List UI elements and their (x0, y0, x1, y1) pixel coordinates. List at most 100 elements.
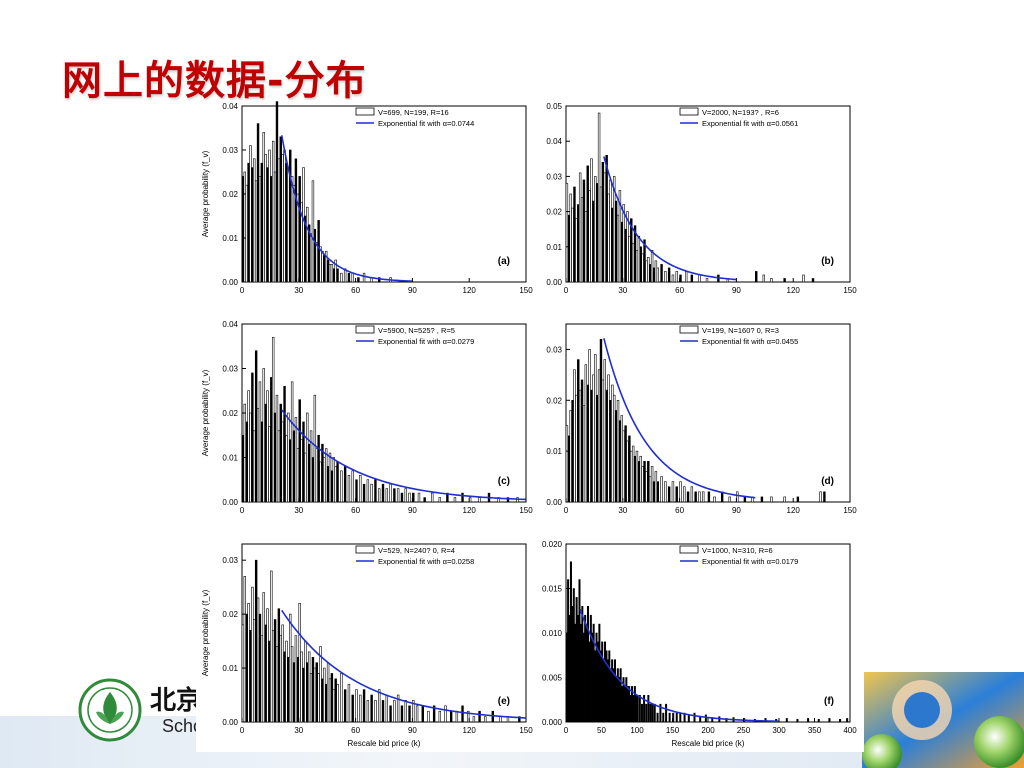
histogram-bar (412, 492, 415, 503)
x-tick-label: 90 (408, 726, 417, 735)
histogram-bar (340, 272, 343, 283)
y-tick-label: 0.00 (222, 498, 238, 507)
panel-label: (f) (824, 696, 834, 707)
histogram-bar (499, 716, 502, 723)
histogram-bar (472, 716, 476, 723)
y-axis-label: Average probability (f_v) (201, 369, 210, 456)
histogram-bar (385, 694, 388, 723)
histogram-bar (366, 479, 370, 503)
y-tick-label: 0.010 (542, 629, 563, 638)
slide-title: 网上的数据-分布 (62, 58, 367, 104)
histogram-bar (478, 710, 481, 723)
histogram-bar (423, 497, 426, 503)
histogram-bar (698, 274, 701, 283)
y-tick-label: 0.03 (222, 146, 238, 155)
x-tick-label: 400 (843, 726, 857, 735)
histogram-bar (281, 624, 284, 723)
histogram-bar (408, 705, 411, 723)
legend-bar-swatch (355, 325, 375, 334)
histogram-bar (438, 710, 442, 723)
histogram-bar (260, 162, 264, 283)
histogram-bar (359, 694, 362, 723)
histogram-bar (819, 491, 822, 503)
histogram-bar (254, 350, 258, 503)
histogram-bar (624, 228, 627, 283)
y-tick-label: 0.00 (546, 278, 562, 287)
histogram-bar (728, 496, 731, 503)
x-tick-label: 350 (808, 726, 822, 735)
histogram-bar (298, 399, 301, 503)
x-tick-label: 90 (732, 286, 741, 295)
x-tick-label: 150 (666, 726, 680, 735)
histogram-bar (569, 410, 572, 503)
histogram-bar (264, 624, 267, 723)
histogram-bar (828, 718, 831, 723)
histogram-bar (336, 461, 339, 503)
x-tick-label: 0 (564, 286, 569, 295)
histogram-bar (656, 267, 659, 283)
x-tick-label: 60 (675, 286, 684, 295)
x-tick-label: 150 (843, 506, 857, 515)
histogram-bar (580, 379, 584, 503)
histogram-bar (292, 662, 296, 723)
histogram-bar (817, 719, 820, 723)
histogram-bar (294, 635, 298, 723)
histogram-bar (277, 608, 281, 723)
histogram-bar (292, 430, 296, 503)
histogram-bar (362, 483, 366, 503)
histogram-bar (283, 385, 286, 503)
histogram-bar (254, 559, 258, 723)
histogram-bar (592, 200, 595, 283)
histogram-bar (381, 700, 385, 723)
histogram-bar (321, 250, 324, 283)
histogram-bar (839, 719, 842, 723)
x-tick-label: 30 (294, 726, 303, 735)
y-tick-label: 0.020 (542, 540, 563, 549)
histogram-bar (298, 176, 301, 283)
histogram-bar (628, 435, 631, 503)
histogram-bar (578, 389, 582, 503)
histogram-bar (636, 694, 639, 723)
histogram-bar (609, 399, 612, 503)
histogram-bar (783, 496, 786, 503)
x-tick-label: 0 (564, 726, 569, 735)
x-tick-label: 120 (463, 726, 477, 735)
exponential-fit-line (281, 409, 527, 501)
panel-label: (a) (498, 256, 510, 267)
histogram-bar (491, 710, 495, 723)
histogram-bar (743, 496, 747, 503)
histogram-bar (319, 646, 322, 723)
histogram-bar (582, 405, 586, 503)
histogram-bar (567, 214, 570, 283)
histogram-bar (328, 264, 332, 283)
x-tick-label: 150 (519, 726, 533, 735)
histogram-bar (362, 689, 366, 723)
histogram-bar (351, 470, 354, 503)
y-tick-label: 0.01 (222, 454, 238, 463)
y-tick-label: 0.01 (546, 447, 562, 456)
histogram-bar (277, 158, 281, 283)
histogram-bar (319, 246, 322, 283)
histogram-bar (690, 486, 694, 503)
histogram-bar (586, 165, 589, 283)
histogram-bar (640, 703, 643, 723)
histogram-bar (656, 712, 659, 723)
histogram-bar (478, 497, 481, 503)
histogram-bar (582, 179, 586, 283)
histogram-bar (294, 158, 298, 283)
y-tick-label: 0.03 (546, 345, 562, 354)
histogram-bar (268, 149, 271, 283)
histogram-bar (438, 497, 442, 503)
histogram-bar (705, 278, 709, 283)
x-tick-label: 100 (630, 726, 644, 735)
histogram-bar (704, 714, 707, 723)
y-tick-label: 0.03 (222, 556, 238, 565)
legend-bar-label: V=5900, N=525? , R=5 (378, 326, 455, 335)
panel-b: 0 30 60 90 120 150 0.00 0.01 0.02 0.03 0.04 0.05 V=2… (546, 102, 857, 295)
x-tick-label: 150 (843, 286, 857, 295)
histogram-bar (326, 466, 330, 503)
y-tick-label: 0.03 (222, 365, 238, 374)
histogram-bar (279, 403, 282, 503)
histogram-bar (601, 162, 605, 283)
histogram-bar (609, 179, 612, 283)
